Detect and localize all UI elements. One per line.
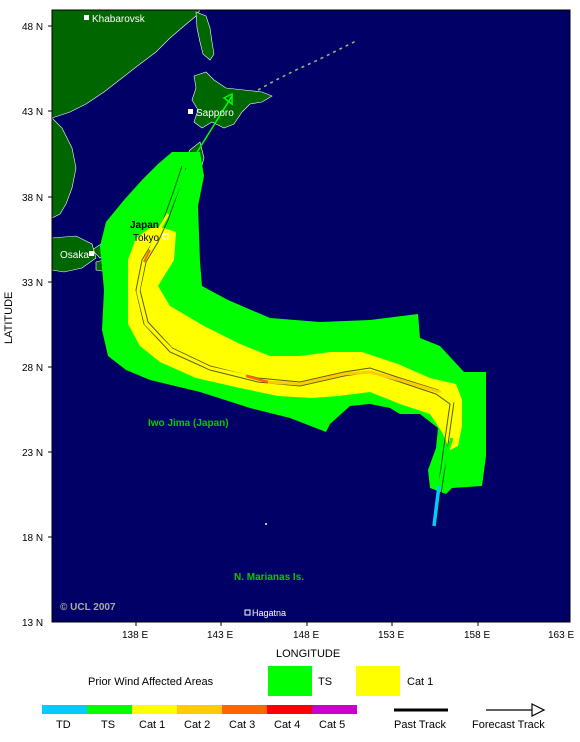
small-island bbox=[265, 523, 267, 525]
cat-label-cat1: Cat 1 bbox=[139, 719, 165, 731]
ts-track-segment-2 bbox=[167, 169, 187, 215]
cat-swatch-cat2 bbox=[177, 705, 222, 714]
ts-track-segment bbox=[437, 437, 454, 487]
forecast-track-arrow-icon bbox=[531, 703, 546, 717]
longitude-axis-title: LONGITUDE bbox=[276, 648, 340, 660]
tokyo-label: Tokyo bbox=[133, 233, 160, 244]
latitude-axis: 48 N 43 N 38 N 33 N 28 N 23 N 18 N 13 N bbox=[22, 22, 52, 629]
lon-tick-label: 148 E bbox=[293, 630, 319, 641]
iwo-jima-label: Iwo Jima (Japan) bbox=[148, 418, 229, 429]
cat3-track-segment-2 bbox=[143, 249, 151, 263]
td-track-segment bbox=[432, 485, 441, 527]
osaka-label: Osaka bbox=[60, 250, 89, 261]
japan-label: Japan bbox=[130, 220, 159, 231]
copyright-label: © UCL 2007 bbox=[60, 602, 116, 613]
lon-tick-label: 163 E bbox=[548, 630, 574, 641]
prior-cat1-label: Cat 1 bbox=[407, 676, 433, 688]
latitude-axis-title: LATITUDE bbox=[3, 292, 15, 344]
hagatna-marker bbox=[244, 609, 251, 616]
khabarovsk-marker bbox=[84, 15, 89, 20]
lat-tick-label: 38 N bbox=[22, 193, 43, 204]
cat-label-cat2: Cat 2 bbox=[184, 719, 210, 731]
cat1-track-segment bbox=[439, 390, 458, 439]
sapporo-marker bbox=[188, 109, 193, 114]
lat-tick-label: 13 N bbox=[22, 618, 43, 629]
korea-peninsula bbox=[51, 117, 77, 219]
lon-tick-label: 138 E bbox=[122, 630, 148, 641]
prior-wind-legend-title: Prior Wind Affected Areas bbox=[88, 676, 214, 688]
cat-swatch-cat3 bbox=[222, 705, 267, 714]
cat1-wind-zone bbox=[128, 228, 462, 450]
lat-tick-label: 23 N bbox=[22, 448, 43, 459]
lat-tick-label: 43 N bbox=[22, 107, 43, 118]
lat-tick-label: 33 N bbox=[22, 278, 43, 289]
forecast-track-line bbox=[185, 95, 233, 171]
osaka-marker bbox=[89, 251, 94, 256]
cat-label-td: TD bbox=[56, 719, 71, 731]
cat1-track-segment-2 bbox=[136, 261, 247, 378]
cat2-track-segment bbox=[267, 370, 441, 394]
hagatna-label: Hagatna bbox=[252, 608, 286, 618]
prior-cat1-swatch bbox=[356, 666, 400, 696]
lon-tick-label: 158 E bbox=[464, 630, 490, 641]
prior-ts-label: TS bbox=[318, 676, 332, 688]
lat-tick-label: 48 N bbox=[22, 22, 43, 33]
kuril-islands bbox=[257, 39, 359, 91]
khabarovsk-label: Khabarovsk bbox=[92, 14, 146, 25]
lat-tick-label: 28 N bbox=[22, 363, 43, 374]
sapporo-label: Sapporo bbox=[196, 108, 234, 119]
prior-ts-swatch bbox=[268, 666, 312, 696]
cat-label-cat3: Cat 3 bbox=[229, 719, 255, 731]
lon-tick-label: 153 E bbox=[378, 630, 404, 641]
cat-swatch-td bbox=[42, 705, 87, 714]
lon-tick-label: 143 E bbox=[207, 630, 233, 641]
cat-label-cat4: Cat 4 bbox=[274, 719, 300, 731]
kyushu-island bbox=[51, 235, 97, 273]
tokyo-marker bbox=[162, 233, 169, 240]
marianas-label: N. Marianas Is. bbox=[234, 572, 304, 583]
cat-swatch-ts bbox=[87, 705, 132, 714]
cat-label-cat5: Cat 5 bbox=[319, 719, 345, 731]
cat-swatch-cat4 bbox=[267, 705, 312, 714]
cat-label-ts: TS bbox=[101, 719, 115, 731]
past-track-label: Past Track bbox=[394, 719, 446, 731]
forecast-track-label: Forecast Track bbox=[472, 719, 545, 731]
ts-wind-zone bbox=[100, 152, 486, 494]
longitude-axis: 138 E 143 E 148 E 153 E 158 E 163 E bbox=[122, 622, 574, 641]
cat1-track-segment-3 bbox=[148, 213, 170, 251]
lat-tick-label: 18 N bbox=[22, 533, 43, 544]
forecast-arrow-head bbox=[222, 92, 233, 106]
cat3-track-segment bbox=[245, 374, 269, 384]
map-frame bbox=[51, 9, 571, 623]
sakhalin-island bbox=[195, 11, 215, 61]
cat-swatch-cat1 bbox=[132, 705, 177, 714]
cat-swatch-cat5 bbox=[312, 705, 357, 714]
